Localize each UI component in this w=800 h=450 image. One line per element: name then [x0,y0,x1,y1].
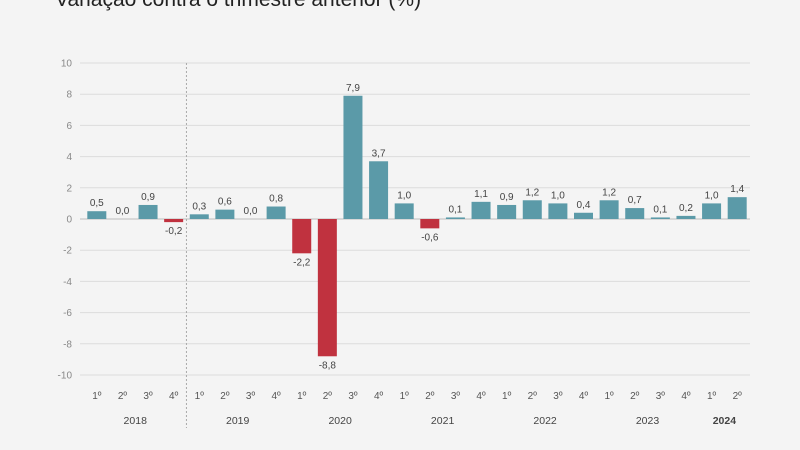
year-label: 2023 [636,415,660,427]
data-label: 3,7 [372,148,386,159]
bar [599,200,619,219]
bar [215,209,235,219]
year-label: 2022 [533,415,557,427]
data-label: -2,2 [293,257,311,268]
x-tick-label: 3º [246,391,256,402]
y-tick-label: -6 [63,308,72,319]
y-tick-label: 0 [66,215,72,226]
x-tick-label: 4º [374,391,384,402]
data-label: 1,0 [705,190,719,201]
bar [343,95,363,219]
y-tick-label: 6 [66,121,72,132]
data-label: 0,8 [269,194,283,205]
bar [522,200,542,219]
y-tick-label: -10 [58,371,73,382]
bar [394,203,414,219]
data-label: 1,1 [474,189,488,200]
data-label: 0,5 [90,198,104,209]
y-tick-label: 2 [66,183,72,194]
bar [189,214,209,219]
data-label: 0,0 [115,206,129,217]
data-label: 1,2 [602,187,616,198]
data-label: 1,4 [730,184,744,195]
x-tick-label: 4º [476,391,486,402]
x-tick-label: 3º [656,391,666,402]
bar [266,206,286,219]
data-label: 0,9 [500,192,514,203]
data-label: 0,4 [577,200,591,211]
y-tick-label: 4 [66,152,72,163]
x-tick-label: 1º [297,391,307,402]
y-tick-label: -8 [63,339,72,350]
data-label: 0,7 [628,195,642,206]
data-label: -0,2 [165,226,183,237]
data-label: 1,2 [525,187,539,198]
bar [369,161,389,219]
data-label: 0,3 [192,201,206,212]
year-label: 2020 [328,415,352,427]
y-tick-label: -4 [63,277,72,288]
x-tick-label: 4º [169,391,179,402]
bar [420,219,440,229]
year-label: 2018 [124,415,148,427]
x-tick-label: 1º [502,391,512,402]
year-label: 2024 [713,415,737,427]
data-label: 7,9 [346,83,360,94]
year-label: 2021 [431,415,455,427]
bar [727,197,747,219]
data-label: 0,0 [244,206,258,217]
bar [702,203,722,219]
bar [497,204,517,219]
data-label: 1,0 [397,190,411,201]
chart-title: Variação contra o trimestre anterior (%) [55,0,421,12]
bar [445,217,465,219]
x-tick-label: 2º [118,391,128,402]
bar [625,208,645,219]
y-tick-label: -2 [63,246,72,257]
bar [676,215,696,219]
bar [164,219,184,223]
x-tick-label: 1º [92,391,102,402]
bar [292,219,312,254]
bar [471,201,491,219]
bar [87,211,107,219]
data-label: 0,1 [653,204,667,215]
data-label: 0,6 [218,197,232,208]
x-tick-label: 3º [451,391,461,402]
data-label: 0,1 [448,204,462,215]
x-tick-label: 4º [579,391,589,402]
data-label: 0,2 [679,203,693,214]
bar [548,203,568,219]
x-tick-label: 2º [220,391,230,402]
y-tick-label: 10 [61,59,73,70]
x-tick-label: 1º [605,391,615,402]
x-tick-label: 3º [348,391,358,402]
x-tick-label: 1º [195,391,205,402]
x-tick-label: 2º [630,391,640,402]
x-tick-label: 2º [733,391,743,402]
y-tick-label: 8 [66,90,72,101]
data-label: -8,8 [319,360,337,371]
x-tick-label: 4º [272,391,282,402]
data-label: 1,0 [551,190,565,201]
x-tick-label: 4º [681,391,691,402]
data-label: -0,6 [421,232,439,243]
x-tick-label: 1º [400,391,410,402]
data-label: 0,9 [141,192,155,203]
bar [650,217,670,219]
x-tick-label: 1º [707,391,717,402]
bar [317,219,337,357]
x-tick-label: 3º [553,391,563,402]
bar [138,204,158,219]
x-tick-label: 2º [425,391,435,402]
bar [574,212,593,219]
year-label: 2019 [226,415,250,427]
x-tick-label: 2º [528,391,538,402]
x-tick-label: 2º [323,391,333,402]
x-tick-label: 3º [143,391,153,402]
